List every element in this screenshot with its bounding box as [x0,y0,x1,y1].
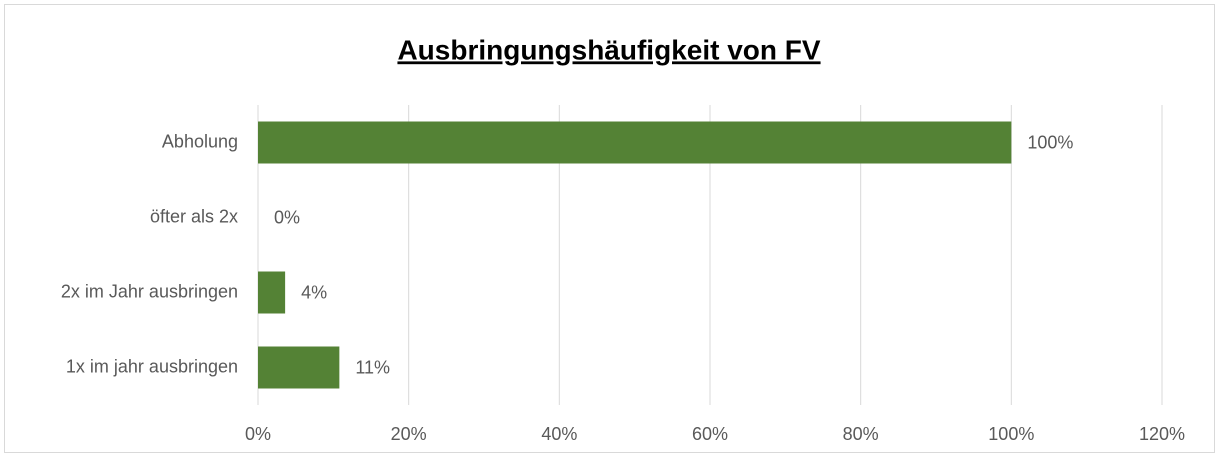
x-tick-label: 100% [988,424,1034,444]
chart-title: Ausbringungshäufigkeit von FV [397,34,820,65]
bar [258,121,1012,164]
x-tick-label: 40% [541,424,577,444]
y-tick-label: Abholung [162,131,238,151]
data-label: 11% [355,357,390,377]
chart-border [4,4,1215,453]
y-tick-label: öfter als 2x [150,206,238,226]
bar [258,271,286,314]
x-tick-label: 60% [692,424,728,444]
data-label: 100% [1027,132,1073,152]
x-tick-label: 0% [245,424,271,444]
x-tick-label: 20% [391,424,427,444]
x-tick-label: 80% [843,424,879,444]
y-tick-label: 1x im jahr ausbringen [66,356,238,376]
data-label: 0% [274,207,300,227]
bar [258,346,340,389]
x-tick-label: 120% [1139,424,1185,444]
y-tick-label: 2x im Jahr ausbringen [61,281,238,301]
data-label: 4% [301,282,327,302]
